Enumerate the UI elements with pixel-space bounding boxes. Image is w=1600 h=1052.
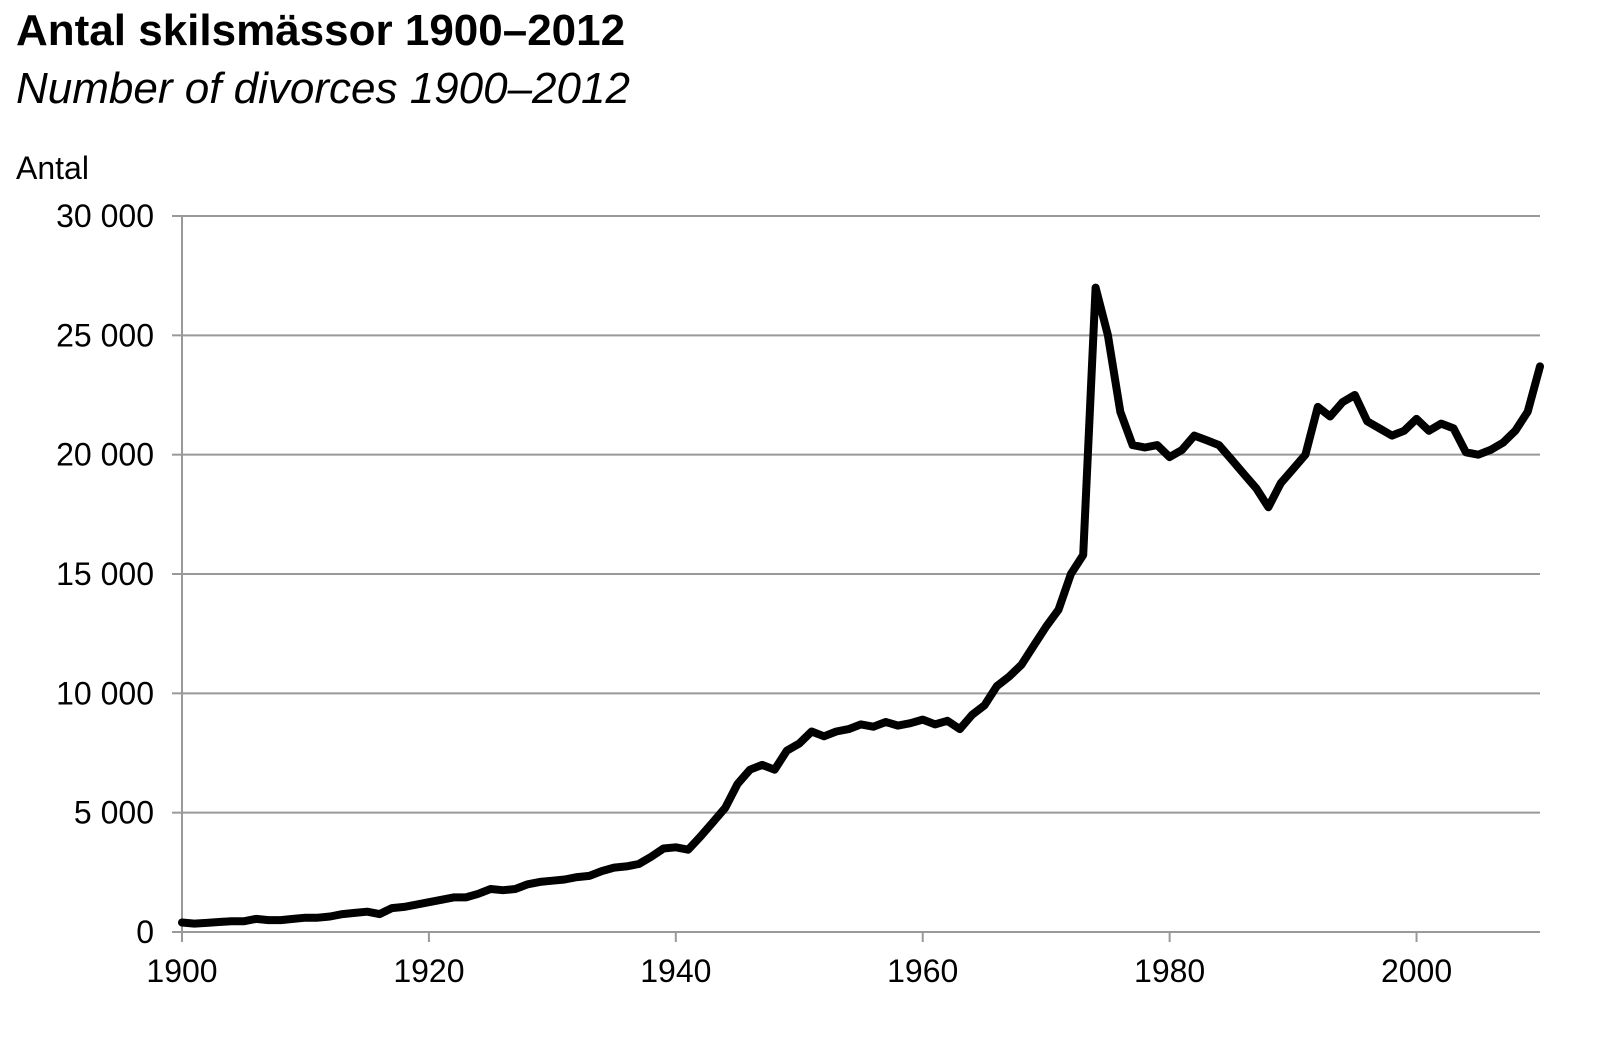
ytick-label: 25 000	[56, 317, 154, 353]
chart-title: Antal skilsmässor 1900–2012	[16, 6, 626, 55]
xtick-label: 2000	[1381, 953, 1452, 989]
xtick-label: 1920	[393, 953, 464, 989]
chart-subtitle: Number of divorces 1900–2012	[16, 64, 630, 113]
series-line-0	[178, 283, 1544, 928]
ytick-label: 20 000	[56, 437, 154, 473]
ytick-label: 10 000	[56, 675, 154, 711]
ytick-label: 0	[136, 914, 154, 950]
xtick-label: 1900	[146, 953, 217, 989]
xtick-label: 1940	[640, 953, 711, 989]
ytick-label: 5 000	[74, 795, 154, 831]
xtick-label: 1960	[887, 953, 958, 989]
xtick-label: 1980	[1134, 953, 1205, 989]
y-axis-label: Antal	[16, 150, 89, 186]
ytick-label: 15 000	[56, 556, 154, 592]
ytick-label: 30 000	[56, 198, 154, 234]
